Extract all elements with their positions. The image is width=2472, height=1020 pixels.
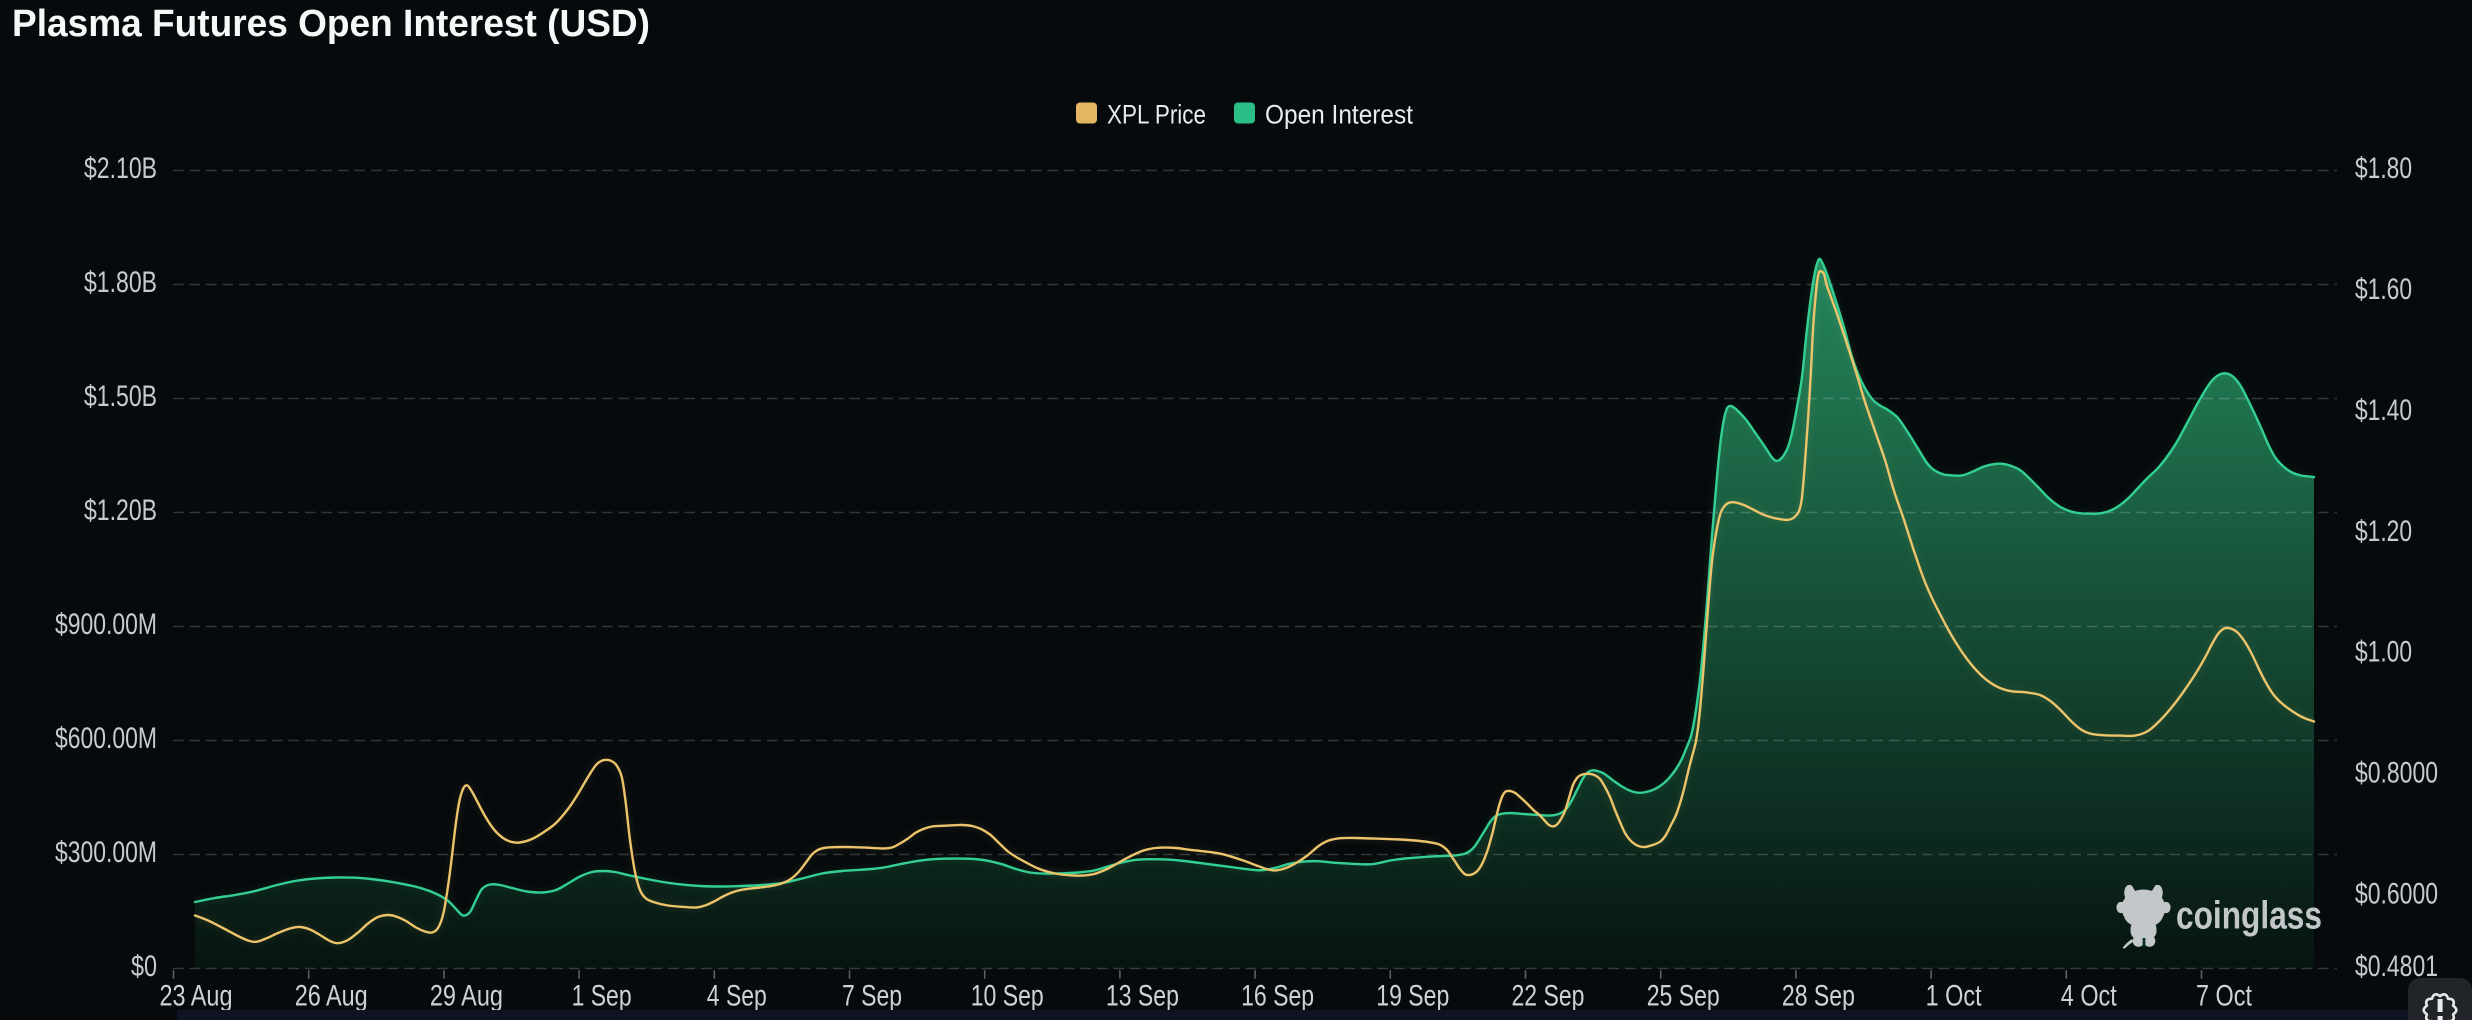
svg-text:$1.60: $1.60: [2355, 273, 2412, 306]
svg-text:7 Oct: 7 Oct: [2196, 980, 2253, 1013]
svg-text:$900.00M: $900.00M: [55, 608, 157, 641]
svg-text:26 Aug: 26 Aug: [295, 980, 368, 1013]
svg-text:7 Sep: 7 Sep: [842, 980, 902, 1013]
svg-text:$1.80B: $1.80B: [84, 266, 157, 299]
svg-text:29 Aug: 29 Aug: [430, 980, 503, 1013]
svg-text:XPL Price: XPL Price: [1107, 100, 1206, 130]
svg-text:1 Sep: 1 Sep: [572, 980, 632, 1013]
svg-text:Open Interest: Open Interest: [1265, 100, 1413, 130]
svg-text:13 Sep: 13 Sep: [1106, 980, 1179, 1013]
svg-text:$1.20B: $1.20B: [84, 494, 157, 527]
svg-text:$1.00: $1.00: [2355, 636, 2412, 669]
svg-text:19 Sep: 19 Sep: [1376, 980, 1449, 1013]
svg-text:16 Sep: 16 Sep: [1241, 980, 1314, 1013]
svg-text:coinglass: coinglass: [2176, 895, 2322, 938]
svg-text:25 Sep: 25 Sep: [1647, 980, 1720, 1013]
svg-text:23 Aug: 23 Aug: [160, 980, 233, 1013]
svg-text:1 Oct: 1 Oct: [1926, 980, 1983, 1013]
svg-text:22 Sep: 22 Sep: [1512, 980, 1585, 1013]
svg-text:Plasma Futures Open Interest (: Plasma Futures Open Interest (USD): [12, 3, 650, 45]
svg-text:$1.20: $1.20: [2355, 515, 2412, 548]
svg-text:$1.50B: $1.50B: [84, 380, 157, 413]
svg-text:10 Sep: 10 Sep: [971, 980, 1044, 1013]
svg-text:$1.80: $1.80: [2355, 152, 2412, 185]
svg-text:$0: $0: [131, 950, 157, 983]
svg-text:28 Sep: 28 Sep: [1782, 980, 1855, 1013]
svg-text:4 Sep: 4 Sep: [707, 980, 767, 1013]
svg-text:$0.8000: $0.8000: [2355, 757, 2438, 790]
svg-text:4 Oct: 4 Oct: [2061, 980, 2118, 1013]
svg-text:$0.6000: $0.6000: [2355, 878, 2438, 911]
svg-text:$0.4801: $0.4801: [2355, 950, 2438, 983]
svg-text:$300.00M: $300.00M: [55, 836, 157, 869]
svg-text:$600.00M: $600.00M: [55, 722, 157, 755]
svg-text:$2.10B: $2.10B: [84, 152, 157, 185]
svg-text:$1.40: $1.40: [2355, 394, 2412, 427]
